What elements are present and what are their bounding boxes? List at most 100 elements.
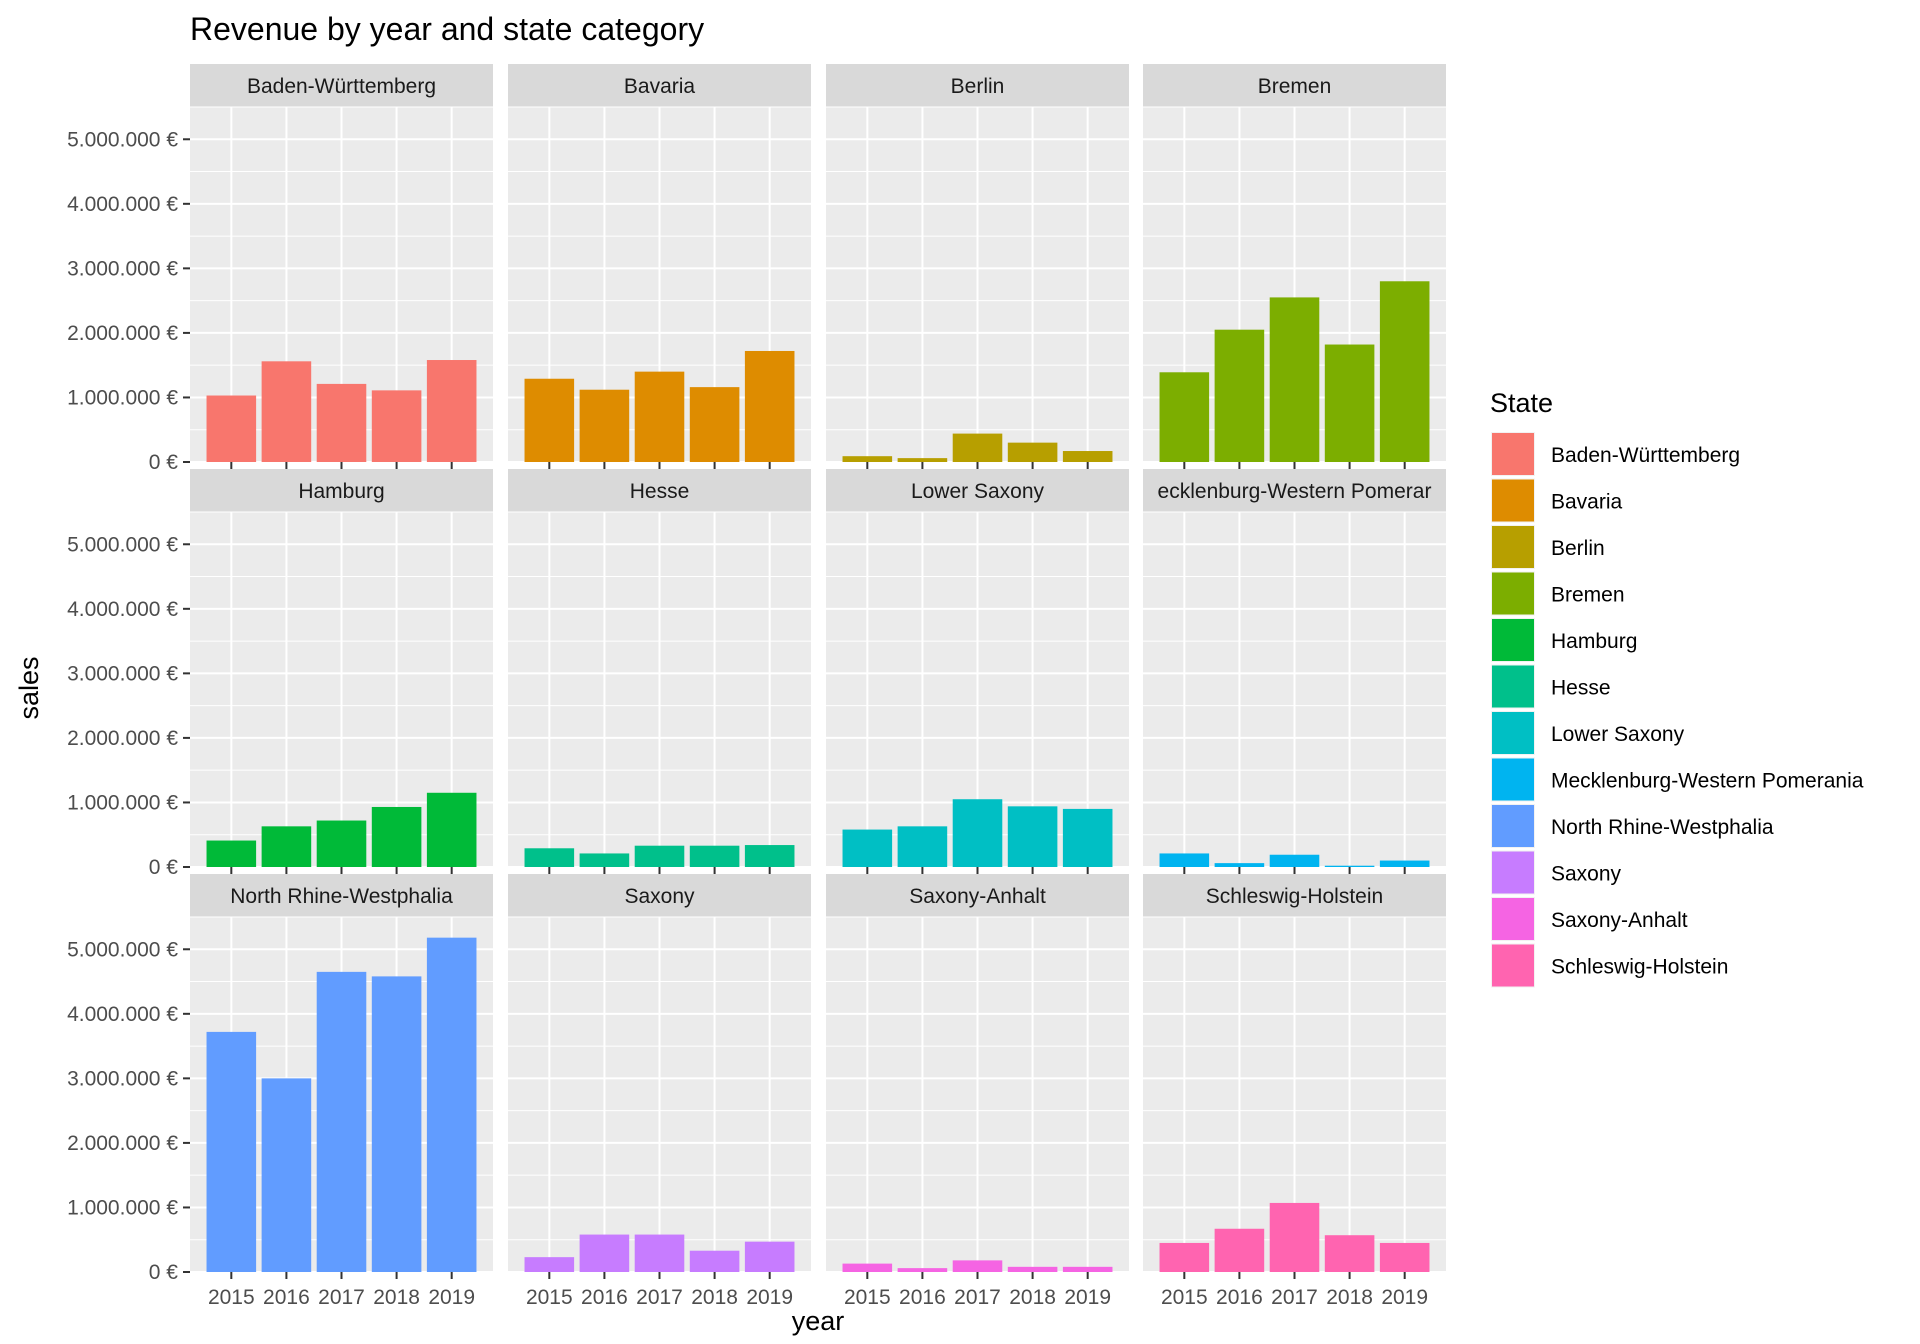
bar-saxony-anhalt-2015 — [842, 1263, 893, 1272]
x-tick-label: 2015 — [844, 1286, 891, 1309]
facet-panel-mecklenburg-western-pomerania: ecklenburg-Western Pomerar — [1143, 469, 1446, 868]
x-tick-label: 2016 — [899, 1286, 946, 1309]
legend-label: Schleswig-Holstein — [1551, 956, 1728, 979]
legend-label: Saxony-Anhalt — [1551, 909, 1688, 932]
legend-swatch — [1492, 526, 1534, 568]
x-tick-label: 2016 — [581, 1286, 628, 1309]
facet-panels: Baden-Württemberg Bavaria Berlin Bremen Hamb… — [190, 64, 1446, 1273]
facet-strip-label: Saxony — [624, 885, 695, 908]
bar-lower-saxony-2015 — [842, 829, 893, 867]
bar-baden-wurttemberg-2017 — [316, 383, 367, 462]
y-tick-label: 1.000.000 € — [67, 386, 178, 409]
bar-bremen-2015 — [1159, 372, 1210, 462]
x-tick-label: 2015 — [526, 1286, 573, 1309]
bar-mecklenburg-western-pomerania-2019 — [1379, 860, 1430, 867]
bar-saxony-2019 — [744, 1241, 795, 1272]
x-tick-label: 2017 — [1271, 1286, 1318, 1309]
x-axis-title: year — [792, 1306, 845, 1336]
facet-strip-label: Baden-Württemberg — [247, 75, 436, 98]
legend-item-saxony: Saxony — [1491, 850, 1622, 895]
legend-swatch — [1492, 479, 1534, 522]
y-tick-label: 1.000.000 € — [67, 791, 178, 814]
x-tick-label: 2018 — [1326, 1286, 1373, 1309]
bar-bavaria-2019 — [744, 350, 795, 462]
bar-berlin-2019 — [1062, 451, 1113, 462]
legend-label: Baden-Württemberg — [1551, 444, 1740, 467]
legend-label: Hamburg — [1551, 630, 1637, 653]
legend-item-mecklenburg-western-pomerania: Mecklenburg-Western Pomerania — [1491, 757, 1864, 802]
legend-swatch — [1492, 433, 1534, 475]
bar-mecklenburg-western-pomerania-2016 — [1214, 863, 1265, 867]
bar-baden-wurttemberg-2016 — [261, 361, 312, 462]
bar-bremen-2016 — [1214, 329, 1265, 462]
bar-lower-saxony-2017 — [952, 799, 1003, 867]
legend-item-schleswig-holstein: Schleswig-Holstein — [1491, 943, 1728, 988]
bar-hesse-2016 — [579, 853, 630, 867]
bar-north-rhine-westphalia-2015 — [206, 1031, 257, 1272]
bar-north-rhine-westphalia-2019 — [426, 937, 477, 1272]
bar-hamburg-2018 — [371, 806, 422, 867]
legend-item-baden-wurttemberg: Baden-Württemberg — [1491, 432, 1740, 476]
facet-strip-label: Berlin — [951, 75, 1005, 98]
y-tick-label: 5.000.000 € — [67, 533, 178, 556]
bar-saxony-2017 — [634, 1234, 685, 1272]
facet-strip — [826, 64, 1129, 107]
x-axes: 2015 2016 2017 2018 2019 2015 2016 2017 2018 2019… — [208, 462, 1428, 1309]
legend-item-bremen: Bremen — [1491, 571, 1625, 616]
legend-label: Saxony — [1551, 863, 1622, 886]
bar-saxony-2016 — [579, 1234, 630, 1272]
facet-strip — [826, 469, 1129, 512]
bar-hesse-2018 — [689, 845, 740, 867]
bar-hamburg-2015 — [206, 840, 257, 867]
bar-bavaria-2015 — [524, 378, 575, 462]
chart-title: Revenue by year and state category — [190, 11, 704, 47]
bar-berlin-2018 — [1007, 442, 1058, 462]
bar-saxony-2018 — [689, 1250, 740, 1272]
y-tick-label: 2.000.000 € — [67, 727, 178, 750]
legend-item-berlin: Berlin — [1491, 525, 1605, 569]
facet-panel-baden-wurttemberg: Baden-Württemberg — [190, 64, 493, 463]
y-tick-label: 5.000.000 € — [67, 128, 178, 151]
legend-swatch — [1492, 851, 1534, 894]
bar-baden-wurttemberg-2018 — [371, 390, 422, 462]
facet-panel-hesse: Hesse — [508, 469, 811, 868]
facet-panel-schleswig-holstein: Schleswig-Holstein — [1143, 874, 1446, 1273]
legend-label: Bavaria — [1551, 491, 1623, 514]
x-tick-label: 2018 — [373, 1286, 420, 1309]
legend-label: Berlin — [1551, 537, 1605, 560]
x-tick-label: 2017 — [636, 1286, 683, 1309]
bar-schleswig-holstein-2018 — [1324, 1235, 1375, 1272]
legend-label: Bremen — [1551, 584, 1625, 607]
y-tick-label: 3.000.000 € — [67, 662, 178, 685]
facet-strip — [1143, 469, 1446, 512]
facet-panel-saxony: Saxony — [508, 874, 811, 1273]
bar-bavaria-2018 — [689, 387, 740, 462]
bar-schleswig-holstein-2015 — [1159, 1242, 1210, 1272]
facet-strip-label: Lower Saxony — [911, 480, 1045, 503]
bar-schleswig-holstein-2019 — [1379, 1242, 1430, 1272]
y-tick-label: 2.000.000 € — [67, 1132, 178, 1155]
x-tick-label: 2017 — [318, 1286, 365, 1309]
bar-saxony-anhalt-2017 — [952, 1260, 1003, 1272]
facet-strip — [190, 469, 493, 512]
bar-lower-saxony-2016 — [897, 826, 948, 867]
y-tick-label: 0 € — [149, 856, 179, 879]
x-tick-label: 2019 — [428, 1286, 475, 1309]
bar-mecklenburg-western-pomerania-2018 — [1324, 865, 1375, 867]
x-tick-label: 2017 — [954, 1286, 1001, 1309]
bar-berlin-2015 — [842, 456, 893, 462]
facet-strip-label: Bavaria — [624, 75, 696, 98]
legend-item-saxony-anhalt: Saxony-Anhalt — [1491, 897, 1688, 941]
y-tick-label: 3.000.000 € — [67, 1067, 178, 1090]
legend-label: Hesse — [1551, 677, 1611, 700]
legend-swatch — [1492, 805, 1534, 847]
facet-panel-berlin: Berlin — [826, 64, 1129, 463]
facet-strip-label: Schleswig-Holstein — [1206, 885, 1383, 908]
legend-item-lower-saxony: Lower Saxony — [1491, 711, 1685, 755]
legend-item-hesse: Hesse — [1491, 664, 1611, 709]
bar-bremen-2017 — [1269, 297, 1320, 462]
bar-saxony-anhalt-2018 — [1007, 1266, 1058, 1272]
facet-panel-hamburg: Hamburg — [190, 469, 493, 868]
legend-swatch — [1492, 619, 1534, 661]
bar-mecklenburg-western-pomerania-2017 — [1269, 854, 1320, 867]
